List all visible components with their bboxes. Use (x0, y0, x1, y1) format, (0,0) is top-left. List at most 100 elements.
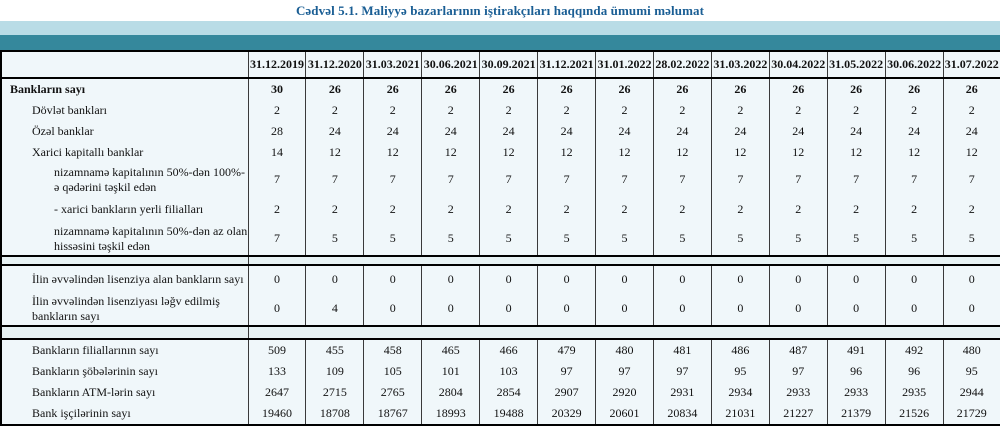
value-cell: 0 (421, 265, 480, 292)
section-divider (1, 255, 1000, 266)
table-row: İlin əvvəlindən lisenziyası ləğv edilmiş… (1, 292, 1000, 326)
value-cell: 2 (363, 100, 422, 121)
value-cell: 0 (595, 265, 654, 292)
row-label: Bankların ATM-lərin sayı (32, 385, 156, 399)
column-header-date: 31.01.2022 (595, 51, 654, 79)
value-cell: 12 (652, 142, 712, 163)
value-cell: 7 (421, 163, 480, 196)
value-cell: 12 (479, 142, 538, 163)
value-cell: 5 (305, 222, 364, 256)
value-cell: 12 (363, 142, 422, 163)
value-cell: 455 (305, 339, 364, 361)
value-cell: 21031 (710, 403, 770, 425)
decorative-band-light (0, 21, 1000, 35)
value-cell: 26 (942, 78, 1000, 100)
row-label: Bank işçilərinin sayı (32, 406, 131, 420)
value-cell: 24 (942, 121, 1000, 142)
value-cell: 97 (595, 361, 654, 382)
value-cell: 105 (363, 361, 422, 382)
value-cell: 2765 (363, 382, 422, 403)
value-cell: 7 (363, 163, 422, 196)
value-cell: 97 (652, 361, 712, 382)
value-cell: 26 (595, 78, 654, 100)
table-row: Bankların filiallarının sayı 509 455 458 465… (1, 339, 1000, 361)
value-cell: 12 (710, 142, 770, 163)
value-cell: 0 (652, 265, 712, 292)
value-cell: 133 (247, 361, 306, 382)
table-row: Bankların sayı 30 26 26 26 26 26 26 26 26 26 26 26 26 (1, 78, 1000, 100)
value-cell: 0 (768, 292, 828, 326)
value-cell: 2 (305, 100, 364, 121)
value-cell: 109 (305, 361, 364, 382)
column-header-date: 31.12.2019 (247, 51, 306, 79)
table-row: Bank işçilərinin sayı 19460 18708 18767 1899… (1, 403, 1000, 425)
column-header-date: 28.02.2022 (652, 51, 712, 79)
value-cell: 96 (884, 361, 944, 382)
value-cell: 2 (942, 196, 1000, 222)
value-cell: 7 (884, 163, 944, 196)
value-cell: 2715 (305, 382, 364, 403)
row-label: Bankların şöbələrinin sayı (32, 364, 158, 378)
value-cell: 0 (363, 265, 422, 292)
value-cell: 5 (363, 222, 422, 256)
value-cell: 19488 (479, 403, 538, 425)
table-row: nizamnamə kapitalının 50%-dən az olan hi… (1, 222, 1000, 256)
value-cell: 95 (710, 361, 770, 382)
value-cell: 7 (247, 222, 306, 256)
value-cell: 2854 (479, 382, 538, 403)
value-cell: 458 (363, 339, 422, 361)
value-cell: 97 (537, 361, 596, 382)
column-header-date: 30.06.2021 (421, 51, 480, 79)
value-cell: 5 (537, 222, 596, 256)
column-header-date: 31.12.2021 (537, 51, 596, 79)
value-cell: 7 (305, 163, 364, 196)
value-cell: 7 (652, 163, 712, 196)
value-cell: 2 (710, 100, 770, 121)
value-cell: 466 (479, 339, 538, 361)
value-cell: 0 (305, 265, 364, 292)
value-cell: 24 (305, 121, 364, 142)
value-cell: 0 (363, 292, 422, 326)
value-cell: 491 (826, 339, 886, 361)
value-cell: 2 (595, 100, 654, 121)
value-cell: 492 (884, 339, 944, 361)
data-table: 31.12.2019 31.12.2020 31.03.2021 30.06.2021… (0, 50, 1000, 426)
column-header-date: 31.03.2022 (710, 51, 770, 79)
value-cell: 14 (247, 142, 306, 163)
value-cell: 24 (826, 121, 886, 142)
value-cell: 7 (595, 163, 654, 196)
divider-cell (1, 325, 248, 340)
column-header-date: 31.07.2022 (942, 51, 1000, 79)
table-row: Bankların şöbələrinin sayı 133 109 105 101 10… (1, 361, 1000, 382)
value-cell: 2933 (768, 382, 828, 403)
value-cell: 2 (826, 100, 886, 121)
row-label: - xarici bankların yerli filialları (54, 201, 204, 216)
value-cell: 24 (652, 121, 712, 142)
table-row: Özəl banklar 28 24 24 24 24 24 24 24 24 24 24 24 24 (1, 121, 1000, 142)
value-cell: 24 (710, 121, 770, 142)
row-label: Dövlət bankları (32, 103, 107, 117)
corner-cell (1, 51, 248, 79)
value-cell: 12 (305, 142, 364, 163)
value-cell: 24 (768, 121, 828, 142)
value-cell: 0 (247, 292, 306, 326)
table-body: Bankların sayı 30 26 26 26 26 26 26 26 26 26 26 26 26… (1, 78, 1000, 425)
value-cell: 0 (942, 265, 1000, 292)
value-cell: 24 (537, 121, 596, 142)
value-cell: 12 (942, 142, 1000, 163)
value-cell: 2 (884, 100, 944, 121)
value-cell: 5 (479, 222, 538, 256)
value-cell: 5 (652, 222, 712, 256)
value-cell: 0 (652, 292, 712, 326)
value-cell: 480 (942, 339, 1000, 361)
value-cell: 2 (479, 100, 538, 121)
section-divider (1, 325, 1000, 340)
value-cell: 20834 (652, 403, 712, 425)
value-cell: 2 (479, 196, 538, 222)
value-cell: 12 (537, 142, 596, 163)
value-cell: 0 (710, 292, 770, 326)
value-cell: 2 (652, 196, 712, 222)
value-cell: 26 (305, 78, 364, 100)
value-cell: 2 (421, 196, 480, 222)
value-cell: 2 (363, 196, 422, 222)
